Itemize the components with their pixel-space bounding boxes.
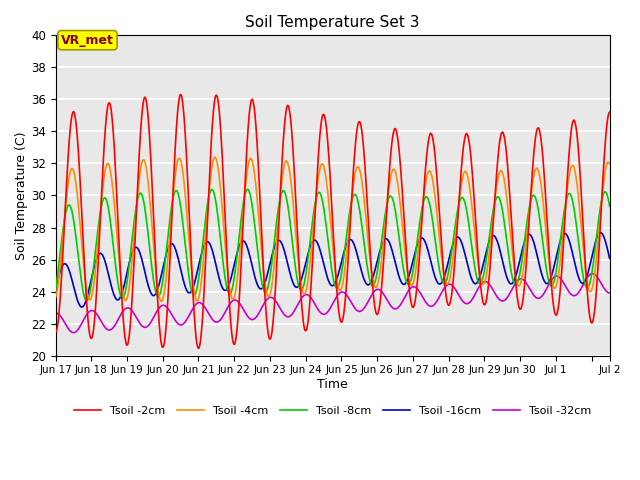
- Tsoil -4cm: [299, 289, 307, 295]
- Tsoil -32cm: [367, 293, 375, 299]
- Tsoil -32cm: [299, 294, 307, 300]
- Tsoil -16cm: [287, 274, 295, 280]
- Tsoil -8cm: [95, 220, 102, 226]
- Tsoil -8cm: [118, 294, 125, 300]
- Tsoil -16cm: [52, 288, 60, 294]
- Tsoil -32cm: [95, 314, 102, 320]
- Tsoil -2cm: [299, 314, 307, 320]
- Line: Tsoil -16cm: Tsoil -16cm: [56, 233, 610, 307]
- Line: Tsoil -4cm: Tsoil -4cm: [56, 157, 610, 301]
- Y-axis label: Soil Temperature (C): Soil Temperature (C): [15, 131, 28, 260]
- Tsoil -16cm: [78, 304, 86, 310]
- Text: VR_met: VR_met: [61, 34, 114, 47]
- Tsoil -8cm: [52, 287, 60, 293]
- Tsoil -4cm: [52, 295, 60, 300]
- Tsoil -8cm: [299, 285, 307, 291]
- Tsoil -4cm: [606, 161, 614, 167]
- Tsoil -16cm: [95, 252, 102, 257]
- Tsoil -8cm: [287, 230, 295, 236]
- Tsoil -16cm: [299, 273, 307, 279]
- Tsoil -2cm: [195, 346, 202, 351]
- Tsoil -32cm: [308, 297, 316, 303]
- Tsoil -16cm: [596, 230, 604, 236]
- Tsoil -32cm: [52, 311, 60, 316]
- Tsoil -8cm: [606, 204, 614, 209]
- Tsoil -4cm: [211, 155, 219, 160]
- Tsoil -4cm: [309, 231, 317, 237]
- Line: Tsoil -2cm: Tsoil -2cm: [56, 95, 610, 348]
- Tsoil -4cm: [287, 182, 295, 188]
- Line: Tsoil -32cm: Tsoil -32cm: [56, 274, 610, 333]
- Tsoil -2cm: [95, 256, 102, 262]
- Tsoil -8cm: [83, 298, 90, 303]
- Tsoil -32cm: [287, 312, 295, 318]
- Tsoil -16cm: [308, 239, 316, 245]
- X-axis label: Time: Time: [317, 378, 348, 391]
- Tsoil -16cm: [118, 292, 125, 298]
- Tsoil -16cm: [606, 255, 614, 261]
- Tsoil -2cm: [606, 109, 614, 115]
- Tsoil -4cm: [117, 276, 125, 281]
- Tsoil -16cm: [367, 279, 375, 285]
- Tsoil -2cm: [309, 252, 317, 258]
- Tsoil -2cm: [368, 269, 376, 275]
- Tsoil -32cm: [118, 311, 125, 317]
- Tsoil -2cm: [287, 124, 295, 130]
- Tsoil -8cm: [368, 282, 376, 288]
- Tsoil -32cm: [70, 330, 77, 336]
- Tsoil -4cm: [157, 299, 165, 304]
- Tsoil -4cm: [95, 234, 102, 240]
- Tsoil -32cm: [606, 290, 614, 296]
- Tsoil -2cm: [117, 279, 125, 285]
- Legend: Tsoil -2cm, Tsoil -4cm, Tsoil -8cm, Tsoil -16cm, Tsoil -32cm: Tsoil -2cm, Tsoil -4cm, Tsoil -8cm, Tsoi…: [69, 402, 596, 420]
- Tsoil -32cm: [588, 271, 596, 276]
- Tsoil -2cm: [52, 329, 60, 335]
- Title: Soil Temperature Set 3: Soil Temperature Set 3: [245, 15, 420, 30]
- Tsoil -8cm: [244, 186, 252, 192]
- Tsoil -4cm: [368, 269, 376, 275]
- Tsoil -2cm: [177, 92, 185, 97]
- Tsoil -8cm: [309, 216, 317, 222]
- Line: Tsoil -8cm: Tsoil -8cm: [56, 189, 610, 300]
